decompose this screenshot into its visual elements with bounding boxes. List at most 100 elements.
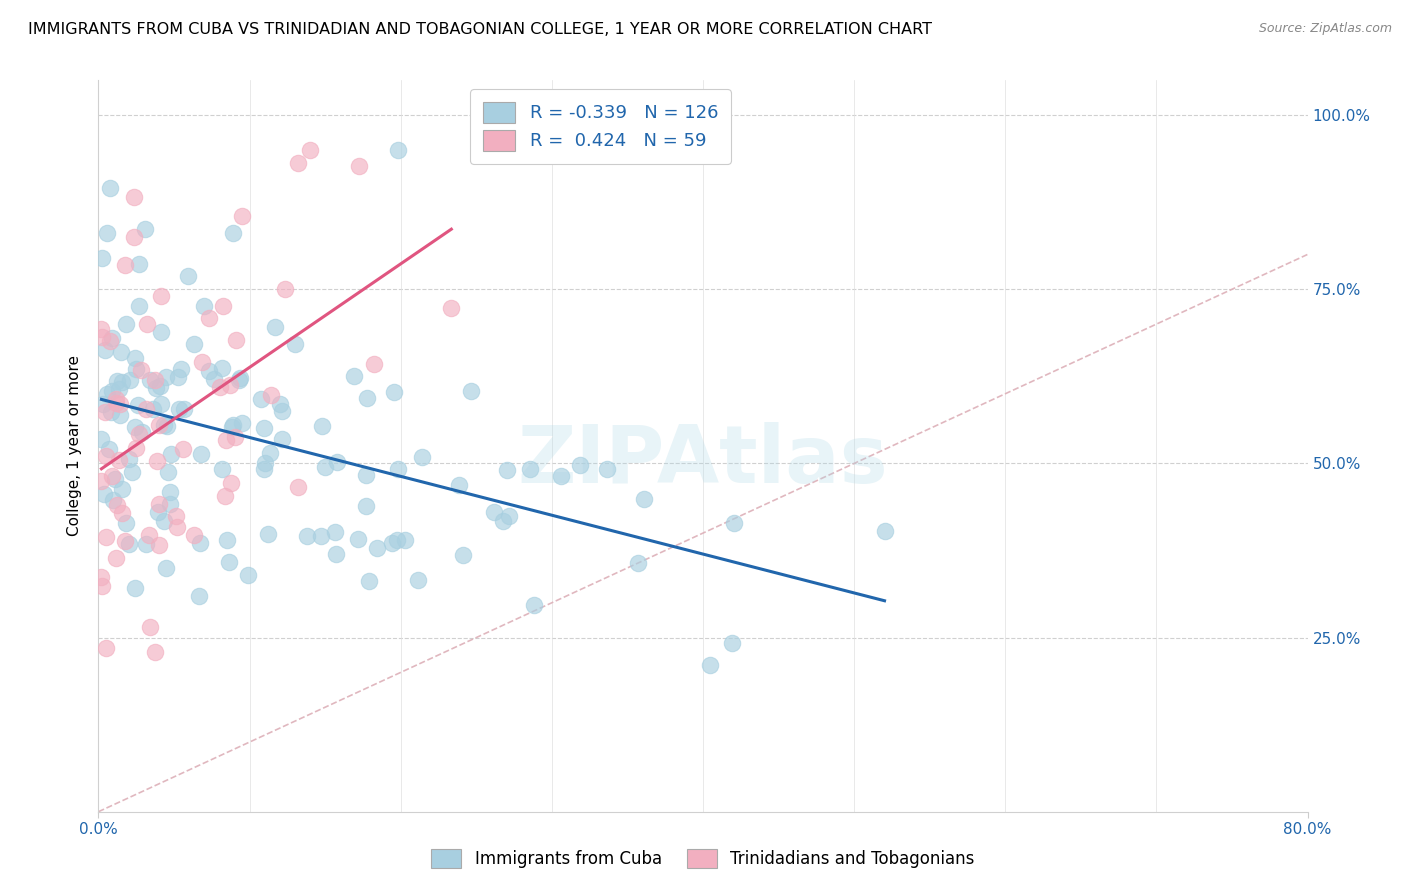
Point	[523, 598, 546, 612]
Point	[139, 373, 162, 387]
Point	[231, 416, 253, 430]
Point	[274, 282, 297, 296]
Point	[287, 156, 309, 170]
Point	[105, 550, 128, 565]
Point	[387, 461, 409, 475]
Point	[127, 399, 149, 413]
Point	[354, 500, 377, 514]
Point	[114, 516, 136, 530]
Point	[172, 442, 194, 457]
Point	[382, 385, 405, 400]
Point	[381, 536, 404, 550]
Point	[110, 506, 132, 520]
Point	[228, 373, 250, 387]
Point	[153, 418, 176, 433]
Point	[314, 459, 336, 474]
Point	[309, 528, 332, 542]
Point	[143, 373, 166, 387]
Point	[387, 533, 409, 547]
Point	[93, 487, 115, 501]
Point	[873, 524, 896, 538]
Point	[142, 401, 165, 416]
Point	[155, 370, 177, 384]
Point	[257, 527, 280, 541]
Point	[167, 402, 190, 417]
Point	[156, 418, 179, 433]
Point	[111, 482, 134, 496]
Point	[125, 442, 148, 456]
Point	[148, 538, 170, 552]
Point	[105, 374, 128, 388]
Point	[149, 397, 172, 411]
Point	[253, 462, 276, 476]
Point	[128, 299, 150, 313]
Point	[347, 159, 370, 173]
Point	[271, 404, 294, 418]
Point	[287, 479, 309, 493]
Point	[269, 396, 291, 410]
Point	[193, 299, 215, 313]
Point	[188, 589, 211, 603]
Point	[297, 528, 319, 542]
Point	[94, 449, 117, 463]
Point	[440, 301, 463, 315]
Point	[356, 392, 378, 406]
Point	[183, 528, 205, 542]
Point	[139, 620, 162, 634]
Point	[122, 230, 145, 244]
Point	[136, 318, 159, 332]
Point	[167, 370, 190, 384]
Point	[225, 333, 247, 347]
Point	[150, 326, 173, 340]
Point	[90, 329, 112, 343]
Point	[211, 461, 233, 475]
Point	[134, 222, 156, 236]
Point	[221, 475, 243, 490]
Point	[183, 336, 205, 351]
Point	[259, 446, 281, 460]
Point	[191, 355, 214, 369]
Point	[190, 446, 212, 460]
Point	[110, 397, 132, 411]
Point	[198, 310, 221, 325]
Point	[138, 528, 160, 542]
Point	[271, 433, 294, 447]
Point	[118, 452, 141, 467]
Point	[176, 268, 198, 283]
Point	[96, 226, 118, 240]
Point	[90, 474, 112, 488]
Point	[343, 369, 366, 384]
Point	[212, 299, 235, 313]
Point	[156, 465, 179, 479]
Point	[721, 636, 744, 650]
Point	[326, 455, 349, 469]
Point	[222, 227, 245, 241]
Point	[145, 381, 167, 395]
Point	[135, 401, 157, 416]
Point	[394, 533, 416, 547]
Point	[93, 405, 115, 419]
Point	[219, 378, 242, 392]
Point	[98, 442, 121, 456]
Point	[105, 499, 128, 513]
Point	[98, 181, 121, 195]
Point	[104, 472, 127, 486]
Point	[94, 641, 117, 656]
Point	[148, 417, 170, 432]
Point	[209, 379, 232, 393]
Point	[90, 321, 112, 335]
Text: Source: ZipAtlas.com: Source: ZipAtlas.com	[1258, 22, 1392, 36]
Point	[215, 434, 238, 448]
Point	[198, 364, 221, 378]
Point	[148, 505, 170, 519]
Point	[451, 548, 474, 562]
Point	[91, 579, 114, 593]
Point	[596, 462, 619, 476]
Point	[236, 568, 259, 582]
Point	[148, 497, 170, 511]
Point	[568, 458, 591, 472]
Point	[627, 556, 650, 570]
Point	[155, 560, 177, 574]
Point	[124, 351, 146, 366]
Point	[146, 454, 169, 468]
